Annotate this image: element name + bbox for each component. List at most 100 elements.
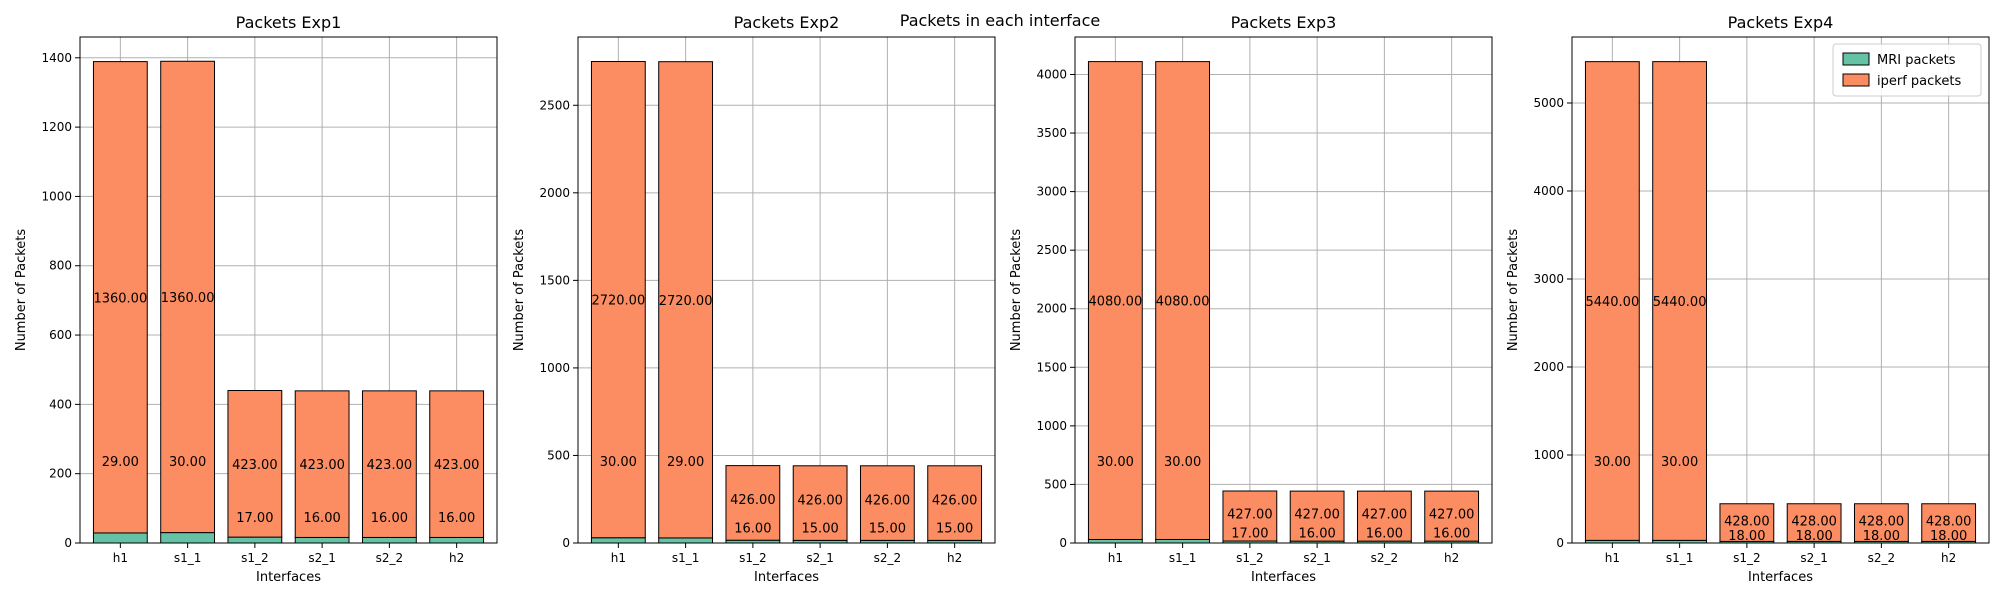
legend-swatch-iperf <box>1842 73 1870 87</box>
data-label-iperf-h2: 428.00 <box>1926 515 1972 530</box>
data-label-iperf-s2_2: 423.00 <box>367 458 413 473</box>
data-label-iperf-h2: 426.00 <box>932 493 978 508</box>
y-tick-label: 1500 <box>1036 360 1067 374</box>
data-label-mri-h1: 29.00 <box>102 455 139 470</box>
y-tick-label: 0 <box>1556 536 1564 550</box>
bar-iperf-s1_1 <box>160 60 216 534</box>
data-label-mri-s1_1: 30.00 <box>169 455 206 470</box>
bar-mri-h1 <box>1087 538 1143 544</box>
x-tick-label: s2_1 <box>308 551 336 565</box>
data-labels: 29.00 30.00 17.00 16.00 16.00 16.00 1360.00 136… <box>93 291 479 526</box>
bar-mri-s2_1 <box>294 536 350 544</box>
y-tick-label: 0 <box>1059 536 1067 550</box>
chart-2: 30.00 29.00 16.00 15.00 15.00 15.00 2720.00 272… <box>512 13 996 585</box>
data-label-mri-h2: 16.00 <box>438 511 475 526</box>
y-tick-label: 0 <box>562 536 570 550</box>
data-label-mri-h2: 18.00 <box>1930 529 1967 544</box>
data-label-iperf-s1_1: 5440.00 <box>1653 295 1707 310</box>
y-tick-label: 500 <box>547 448 570 462</box>
bar-iperf-s1_1 <box>1652 61 1708 541</box>
data-label-iperf-h2: 423.00 <box>434 458 480 473</box>
x-tick-label: h1 <box>1108 551 1123 565</box>
legend: MRI packets iperf packets <box>1832 43 1982 97</box>
y-tick-label: 1000 <box>539 361 570 375</box>
x-ticks: h1 s1_1 s1_2 s2_1 s2_2 h2 <box>1605 543 1956 565</box>
y-tick-label: 1200 <box>41 120 72 134</box>
x-axis-label: Interfaces <box>1251 570 1316 585</box>
x-tick-label: s1_1 <box>174 551 202 565</box>
y-axis-label: Number of Packets <box>512 229 527 352</box>
legend-entry-mri: MRI packets <box>1877 53 1956 68</box>
bar-iperf-s2_2 <box>859 465 915 541</box>
chart-title: Packets Exp1 <box>236 13 342 32</box>
data-label-mri-h1: 30.00 <box>1594 455 1631 470</box>
bar-mri-s2_2 <box>361 536 417 544</box>
data-labels: 30.00 30.00 18.00 18.00 18.00 18.00 5440.00 544… <box>1585 295 1971 544</box>
x-tick-label: s2_2 <box>1868 551 1896 565</box>
data-label-mri-h1: 30.00 <box>1097 455 1134 470</box>
legend-swatch-mri <box>1842 52 1870 66</box>
x-tick-label: s2_2 <box>376 551 404 565</box>
y-axis-label: Number of Packets <box>1009 229 1024 352</box>
data-label-iperf-s1_1: 4080.00 <box>1156 295 1210 310</box>
data-label-iperf-h2: 427.00 <box>1429 508 1475 523</box>
data-label-iperf-h1: 5440.00 <box>1585 295 1639 310</box>
y-tick-label: 200 <box>49 467 72 481</box>
chart-3: 30.00 30.00 17.00 16.00 16.00 16.00 4080.00 408… <box>1009 13 1493 585</box>
data-label-iperf-s1_2: 428.00 <box>1724 515 1770 530</box>
x-tick-label: s2_1 <box>806 551 834 565</box>
bar-iperf-h2 <box>1921 503 1977 542</box>
bar-iperf-s2_1 <box>1289 490 1345 542</box>
bar-iperf-s1_2 <box>1719 503 1775 542</box>
legend-entry-iperf: iperf packets <box>1877 74 1961 89</box>
y-tick-label: 1000 <box>1036 419 1067 433</box>
bar-iperf-h2 <box>1424 490 1480 542</box>
bars <box>1584 61 1977 544</box>
data-label-iperf-h1: 2720.00 <box>591 294 645 309</box>
data-label-mri-s2_2: 18.00 <box>1863 529 1900 544</box>
x-tick-label: s1_1 <box>1666 551 1694 565</box>
y-tick-label: 4000 <box>1533 184 1564 198</box>
y-tick-label: 2000 <box>539 186 570 200</box>
bar-iperf-s2_2 <box>1853 503 1909 542</box>
data-label-mri-h2: 15.00 <box>936 522 973 537</box>
x-tick-label: h1 <box>113 551 128 565</box>
data-label-iperf-s2_1: 427.00 <box>1294 508 1340 523</box>
y-tick-label: 2500 <box>1036 243 1067 257</box>
bar-iperf-s2_1 <box>1786 503 1842 542</box>
chart-title: Packets Exp3 <box>1231 13 1337 32</box>
data-label-iperf-s1_1: 1360.00 <box>161 291 215 306</box>
data-label-iperf-h1: 4080.00 <box>1088 295 1142 310</box>
data-label-mri-h2: 16.00 <box>1433 527 1470 542</box>
data-label-iperf-s2_2: 426.00 <box>865 493 911 508</box>
data-label-mri-s1_1: 30.00 <box>1661 455 1698 470</box>
data-label-iperf-s1_2: 423.00 <box>232 458 278 473</box>
y-axis-label: Number of Packets <box>14 229 29 352</box>
x-tick-label: s1_1 <box>1169 551 1197 565</box>
data-label-mri-s2_1: 16.00 <box>304 511 341 526</box>
bar-iperf-h1 <box>590 61 646 539</box>
chart-4: 30.00 30.00 18.00 18.00 18.00 18.00 5440.00 544… <box>1506 13 1990 585</box>
x-tick-label: s1_2 <box>1733 551 1761 565</box>
bar-iperf-h1 <box>1584 61 1640 541</box>
y-ticks: 0 500 1000 1500 2000 2500 <box>539 98 578 550</box>
y-tick-label: 3000 <box>1036 185 1067 199</box>
data-label-mri-s1_2: 16.00 <box>734 522 771 537</box>
x-tick-label: s1_2 <box>1236 551 1264 565</box>
x-tick-label: s1_1 <box>672 551 700 565</box>
legend-box <box>1832 43 1982 97</box>
bar-mri-h1 <box>590 537 646 544</box>
x-tick-label: s1_2 <box>241 551 269 565</box>
data-label-mri-s1_2: 18.00 <box>1728 529 1765 544</box>
y-tick-label: 5000 <box>1533 96 1564 110</box>
y-tick-label: 2000 <box>1533 360 1564 374</box>
bar-mri-s1_1 <box>160 532 216 544</box>
x-tick-label: s2_1 <box>1303 551 1331 565</box>
chart-1: 29.00 30.00 17.00 16.00 16.00 16.00 1360.00 136… <box>14 13 498 585</box>
data-label-mri-s2_1: 16.00 <box>1299 527 1336 542</box>
axes-frame <box>577 36 996 544</box>
x-tick-label: s2_2 <box>1371 551 1399 565</box>
bar-iperf-s2_1 <box>792 465 848 541</box>
bar-iperf-s1_2 <box>1222 490 1278 542</box>
